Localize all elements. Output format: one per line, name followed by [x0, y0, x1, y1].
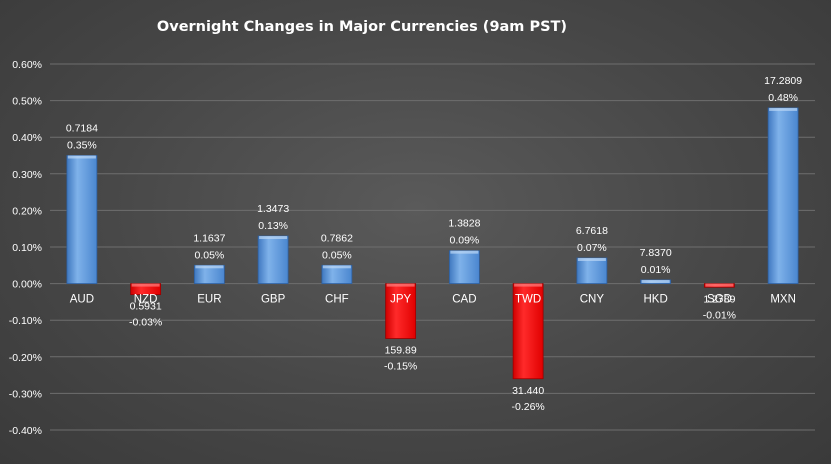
percent-label: 0.05% [194, 249, 224, 261]
category-label: TWD [515, 294, 541, 306]
category-label: NZD [134, 294, 158, 306]
y-tick-label: 0.30% [12, 169, 42, 181]
category-label: JPY [390, 294, 411, 306]
bar-highlight [641, 279, 670, 283]
rate-label: 1.3828 [448, 218, 480, 230]
data-labels: 0.7184 0.35% 0.5931 -0.03% 1.1637 0.05% 1.3473… [66, 75, 802, 413]
category-label: CAD [452, 294, 476, 306]
y-axis-ticks: 0.60% 0.50% 0.40% 0.30% 0.20% 0.10% 0.00% -0.10… [9, 59, 42, 437]
category-label: CNY [580, 294, 605, 306]
percent-label: -0.15% [384, 361, 417, 373]
bars [66, 107, 799, 380]
rate-label: 1.1637 [193, 232, 225, 244]
bar-highlight [514, 283, 543, 287]
bar-highlight [386, 283, 415, 287]
percent-label: 0.35% [67, 140, 97, 152]
bar-highlight [705, 283, 734, 287]
y-tick-label: -0.30% [9, 388, 42, 400]
gridlines [50, 63, 815, 431]
percent-label: -0.03% [129, 317, 162, 329]
y-tick-label: 0.10% [12, 242, 42, 254]
bar-highlight [322, 265, 351, 269]
rate-label: 0.7862 [321, 232, 353, 244]
category-label: MXN [770, 294, 796, 306]
rate-label: 31.440 [512, 385, 544, 397]
bar-highlight [577, 257, 606, 261]
rate-label: 7.8370 [640, 247, 672, 259]
category-label: EUR [197, 294, 221, 306]
y-tick-label: 0.00% [12, 279, 42, 291]
bar-highlight [450, 250, 479, 254]
rate-label: 0.5931 [130, 301, 162, 313]
bar-highlight [259, 236, 288, 240]
category-label: AUD [70, 294, 94, 306]
bar-cny [576, 257, 608, 285]
percent-label: 0.13% [258, 220, 288, 232]
percent-label: -0.01% [703, 309, 736, 321]
percent-label: 0.07% [577, 242, 607, 254]
rate-label: 1.2789 [703, 293, 735, 305]
category-label: GBP [261, 294, 286, 306]
category-label: CHF [325, 294, 349, 306]
category-label: HKD [643, 294, 667, 306]
chart-title: Overnight Changes in Major Currencies (9… [157, 19, 567, 35]
category-label: SGD [707, 294, 732, 306]
bar-twd [512, 283, 544, 380]
percent-label: 0.05% [322, 249, 352, 261]
bar-jpy [385, 283, 417, 339]
bar-highlight [195, 265, 224, 269]
percent-label: 0.09% [449, 235, 479, 247]
percent-label: 0.48% [768, 92, 798, 104]
bar-gbp [257, 235, 289, 285]
percent-label: -0.26% [511, 401, 544, 413]
bar-mxn [767, 107, 799, 284]
bar-cad [448, 250, 480, 285]
bar-aud [66, 155, 98, 285]
rate-label: 0.7184 [66, 123, 98, 135]
y-tick-label: 0.50% [12, 96, 42, 108]
y-tick-label: 0.40% [12, 132, 42, 144]
rate-label: 17.2809 [764, 75, 802, 87]
y-tick-label: 0.60% [12, 59, 42, 71]
bar-highlight [769, 107, 798, 111]
y-tick-label: -0.10% [9, 315, 42, 327]
bar-highlight [67, 155, 96, 159]
y-tick-label: -0.40% [9, 425, 42, 437]
rate-label: 6.7618 [576, 225, 608, 237]
y-tick-label: -0.20% [9, 352, 42, 364]
bar-highlight [131, 283, 160, 287]
rate-label: 159.89 [385, 345, 417, 357]
y-tick-label: 0.20% [12, 205, 42, 217]
rate-label: 1.3473 [257, 203, 289, 215]
percent-label: 0.01% [641, 264, 671, 276]
category-labels: AUD NZD EUR GBP CHF JPY CAD TWD CNY HKD SGD MXN [70, 294, 796, 306]
